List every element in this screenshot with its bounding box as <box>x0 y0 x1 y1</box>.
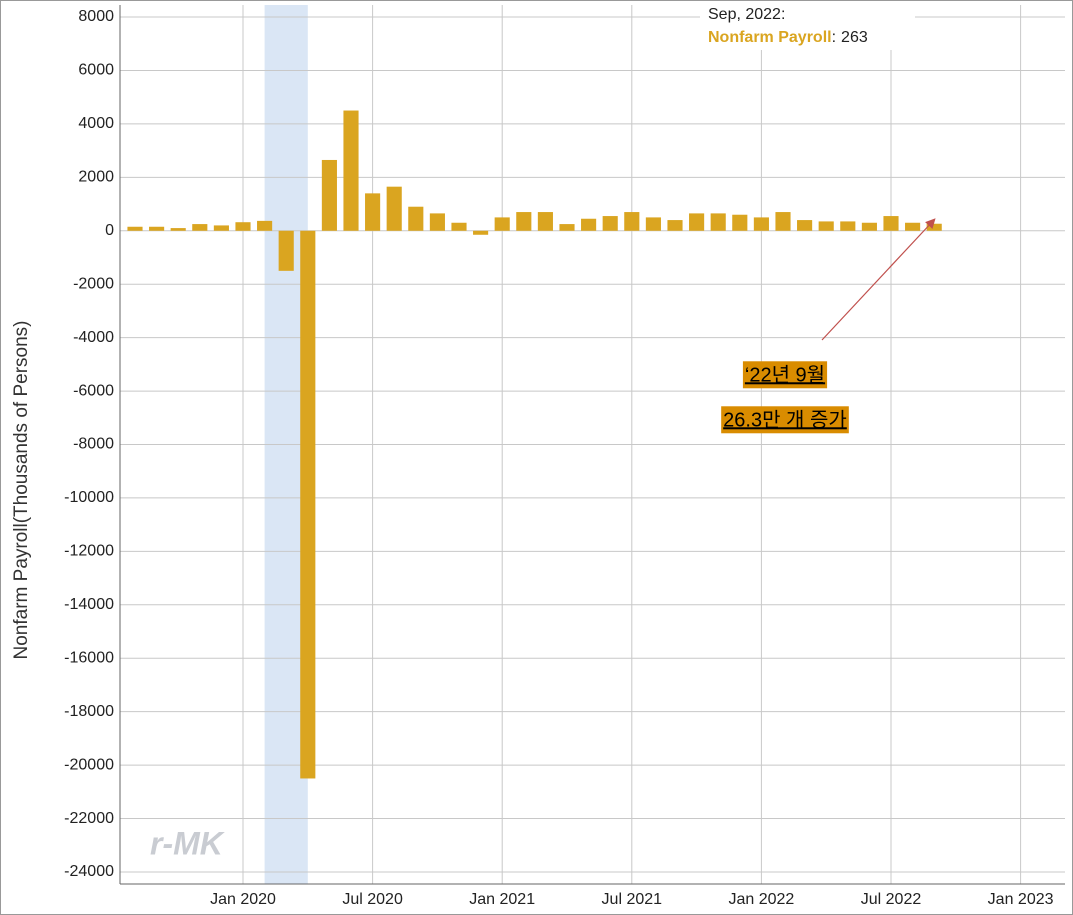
bar <box>213 225 229 231</box>
bar <box>149 226 165 231</box>
bar <box>127 226 143 231</box>
annotation-group: ‘22년 9월 <box>742 361 828 389</box>
bar <box>797 220 813 231</box>
bar <box>818 221 834 231</box>
annotation-group: 26.3만 개 증가 <box>721 406 849 434</box>
annotation-text: ‘22년 9월 <box>745 363 825 386</box>
x-tick-label: Jan 2022 <box>728 891 794 908</box>
bar <box>192 224 208 231</box>
bar <box>516 212 532 231</box>
bar <box>581 218 597 231</box>
bar <box>559 224 575 231</box>
annotation-bg <box>721 406 849 434</box>
bar <box>343 110 359 231</box>
bar <box>753 217 769 231</box>
bar <box>451 222 467 231</box>
tooltip-body: Nonfarm Payroll: 263 <box>708 29 868 46</box>
y-tick-label: 2000 <box>78 169 114 186</box>
bar <box>775 212 791 231</box>
y-tick-label: -6000 <box>73 382 114 399</box>
bar <box>861 222 877 231</box>
bar <box>321 159 337 231</box>
y-tick-label: -22000 <box>64 810 114 827</box>
bar <box>732 214 748 231</box>
x-tick-label: Jan 2023 <box>988 891 1054 908</box>
bar <box>386 186 402 231</box>
x-tick-label: Jul 2020 <box>342 891 403 908</box>
bar <box>645 217 661 231</box>
bar <box>278 230 294 271</box>
tooltip-header: Sep, 2022: <box>708 6 785 23</box>
y-tick-label: -2000 <box>73 275 114 292</box>
x-tick-label: Jan 2021 <box>469 891 535 908</box>
x-tick-label: Jul 2022 <box>861 891 922 908</box>
y-tick-label: -8000 <box>73 436 114 453</box>
bar <box>235 222 251 231</box>
tooltip-separator: : <box>832 29 836 46</box>
y-tick-label: -20000 <box>64 756 114 773</box>
tooltip-series-name: Nonfarm Payroll <box>708 29 832 46</box>
bar <box>624 212 640 231</box>
bar <box>170 228 186 231</box>
annotation-arrow <box>821 218 936 341</box>
tooltip-box <box>700 2 915 50</box>
y-tick-label: -10000 <box>64 489 114 506</box>
tooltip-value: 263 <box>841 29 868 46</box>
annotation-text: 26.3만 개 증가 <box>723 408 847 431</box>
x-tick-label: Jan 2020 <box>210 891 276 908</box>
bar <box>537 212 553 231</box>
bar <box>710 213 726 231</box>
y-tick-label: 4000 <box>78 115 114 132</box>
y-tick-label: 8000 <box>78 8 114 25</box>
bar <box>408 206 424 231</box>
y-tick-label: -14000 <box>64 596 114 613</box>
bar <box>494 217 510 231</box>
y-tick-label: -4000 <box>73 329 114 346</box>
bar <box>905 222 921 231</box>
bar <box>689 213 705 231</box>
y-tick-label: 6000 <box>78 62 114 79</box>
y-tick-label: 0 <box>105 222 114 239</box>
bar <box>257 220 273 231</box>
bar <box>883 216 899 231</box>
y-tick-label: -12000 <box>64 543 114 560</box>
bar <box>840 221 856 231</box>
watermark: r-MK <box>150 825 226 861</box>
bar <box>300 230 316 779</box>
y-tick-label: -18000 <box>64 703 114 720</box>
y-tick-label: -24000 <box>64 863 114 880</box>
annotation-bg <box>742 361 828 389</box>
bar <box>667 220 683 231</box>
bar <box>429 213 445 231</box>
bar <box>602 216 618 231</box>
y-axis-title: Nonfarm Payroll(Thousands of Persons) <box>11 321 32 660</box>
y-tick-label: -16000 <box>64 649 114 666</box>
bar <box>365 193 381 231</box>
bar <box>473 230 489 235</box>
x-tick-label: Jul 2021 <box>602 891 663 908</box>
